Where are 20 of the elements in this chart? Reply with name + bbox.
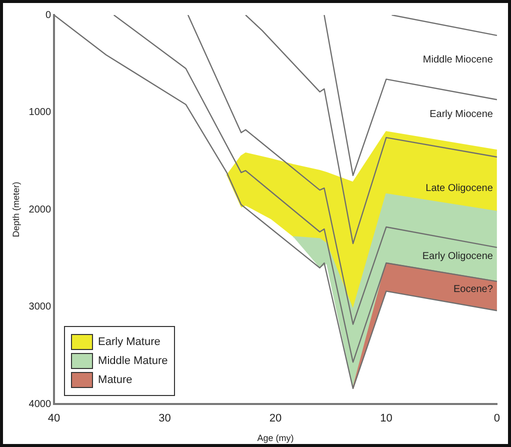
- x-tick-label: 20: [269, 412, 282, 425]
- annotation: Late Oligocene: [426, 182, 494, 194]
- x-tick-label: 10: [380, 412, 392, 425]
- y-axis-title: Depth (meter): [10, 182, 21, 238]
- legend-label: Middle Mature: [98, 355, 168, 367]
- legend-label: Early Mature: [98, 336, 160, 348]
- y-tick-label: 2000: [28, 204, 52, 216]
- y-tick-label: 4000: [28, 398, 52, 410]
- annotation: Early Miocene: [430, 108, 494, 120]
- y-tick-label: 0: [45, 10, 52, 21]
- y-tick-label: 1000: [28, 107, 52, 118]
- annotation: Middle Miocene: [422, 54, 494, 66]
- y-tick-label: 3000: [28, 302, 52, 312]
- x-tick-label: 0: [494, 412, 500, 425]
- annotation: Eocene?: [453, 284, 494, 295]
- x-tick-label: 40: [48, 412, 60, 425]
- x-tick-label: 30: [158, 412, 171, 425]
- annotation: Early Oligocene: [422, 250, 494, 262]
- x-axis-title: Age (my): [257, 433, 294, 444]
- legend-label: Mature: [98, 374, 132, 386]
